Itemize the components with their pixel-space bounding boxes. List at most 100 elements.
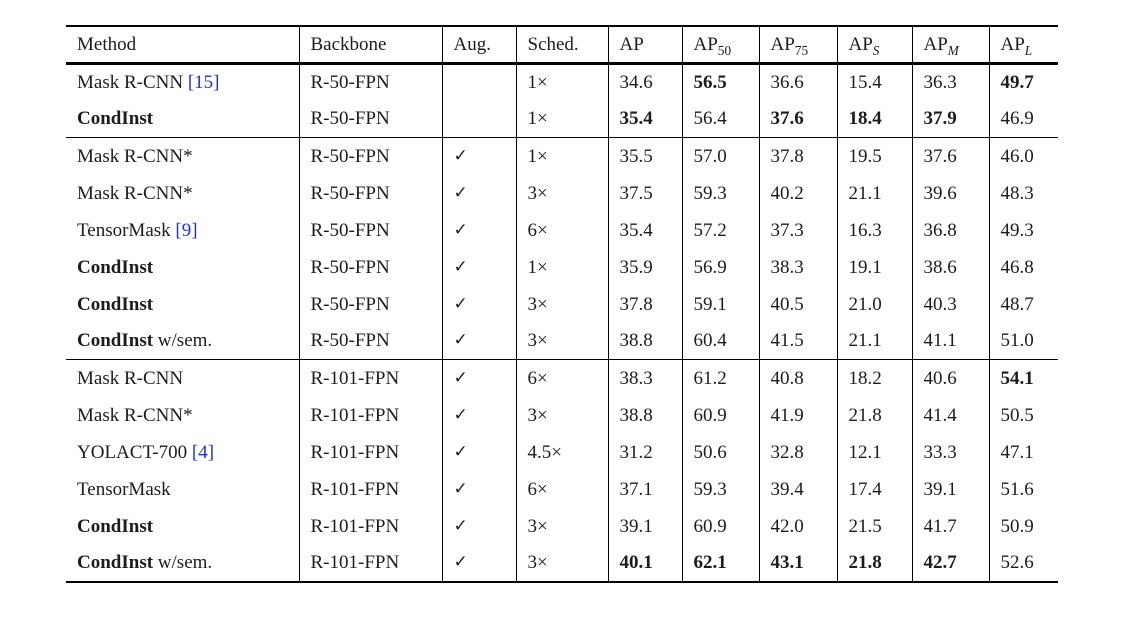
backbone-cell: R-50-FPN xyxy=(299,285,443,323)
value-cell: 38.3 xyxy=(759,248,838,286)
checkmark-icon: ✓ xyxy=(442,433,517,471)
table-row: Mask R-CNN [15] R-50-FPN 1× 34.6 56.5 36.6 15.… xyxy=(66,63,1058,101)
value-cell: 32.8 xyxy=(759,433,838,471)
method-cell: Mask R-CNN* xyxy=(66,174,300,212)
sched-cell: 3× xyxy=(516,174,609,212)
sched-cell: 1× xyxy=(516,100,609,138)
header-subscript: S xyxy=(872,42,880,58)
column-header-sched: Sched. xyxy=(516,26,609,64)
value-cell: 21.5 xyxy=(837,507,913,545)
value-cell: 40.3 xyxy=(912,285,990,323)
value-cell: 49.7 xyxy=(1000,72,1034,94)
backbone-cell: R-50-FPN xyxy=(299,322,443,360)
table-row: TensorMask R-101-FPN ✓ 6× 37.1 59.3 39.4 17.4 39… xyxy=(66,470,1058,508)
results-table: Method Backbone Aug. Sched. AP AP50 AP75 APS APM… xyxy=(66,25,1058,583)
backbone-cell: R-50-FPN xyxy=(299,174,443,212)
sched-cell: 3× xyxy=(516,396,609,434)
value-cell: 33.3 xyxy=(912,433,990,471)
table-row: CondInst R-101-FPN ✓ 3× 39.1 60.9 42.0 21.5 41.7… xyxy=(66,507,1058,545)
method-name: TensorMask xyxy=(77,478,171,500)
column-header-ap: AP xyxy=(608,26,683,64)
value-cell: 35.5 xyxy=(608,137,683,175)
sched-cell: 6× xyxy=(516,359,609,397)
value-cell: 37.8 xyxy=(608,285,683,323)
table-header: Method Backbone Aug. Sched. AP AP50 AP75 APS APM… xyxy=(66,26,1058,64)
method-name: Mask R-CNN* xyxy=(77,404,193,426)
checkmark-icon: ✓ xyxy=(442,470,517,508)
checkmark-icon: ✓ xyxy=(442,285,517,323)
value-cell: 35.4 xyxy=(608,211,683,249)
value-cell: 57.2 xyxy=(682,211,760,249)
header-subscript: M xyxy=(947,42,959,58)
sched-cell: 4.5× xyxy=(516,433,609,471)
value-cell: 43.1 xyxy=(759,544,838,582)
sched-cell: 1× xyxy=(516,137,609,175)
value-cell: 46.8 xyxy=(1000,256,1034,278)
value-cell: 60.4 xyxy=(682,322,760,360)
value-cell: 39.1 xyxy=(912,470,990,508)
value-cell: 42.7 xyxy=(912,544,990,582)
backbone-cell: R-50-FPN xyxy=(299,100,443,138)
value-cell: 37.8 xyxy=(759,137,838,175)
table-row: Mask R-CNN* R-50-FPN ✓ 3× 37.5 59.3 40.2 21.1 39… xyxy=(66,174,1058,212)
table-row: Mask R-CNN R-101-FPN ✓ 6× 38.3 61.2 40.8 18.2 40… xyxy=(66,359,1058,397)
value-cell: 48.3 xyxy=(1000,182,1034,204)
value-cell: 38.8 xyxy=(608,396,683,434)
checkmark-icon: ✓ xyxy=(442,248,517,286)
value-cell: 35.4 xyxy=(608,100,683,138)
header-subscript: 75 xyxy=(794,42,809,58)
citation-link[interactable]: [15] xyxy=(183,72,220,94)
value-cell: 40.1 xyxy=(608,544,683,582)
method-name: CondInst xyxy=(77,108,154,130)
sched-cell: 3× xyxy=(516,544,609,582)
value-cell: 21.1 xyxy=(837,322,913,360)
value-cell: 38.6 xyxy=(912,248,990,286)
method-cell: CondInst w/sem. xyxy=(66,322,300,360)
value-cell: 46.9 xyxy=(1000,108,1034,130)
sched-cell: 1× xyxy=(516,63,609,101)
backbone-cell: R-50-FPN xyxy=(299,248,443,286)
value-cell: 39.4 xyxy=(759,470,838,508)
checkmark-icon: ✓ xyxy=(442,322,517,360)
value-cell: 56.4 xyxy=(682,100,760,138)
value-cell: 41.1 xyxy=(912,322,990,360)
value-cell: 50.6 xyxy=(682,433,760,471)
value-cell: 36.6 xyxy=(759,63,838,101)
value-cell: 40.6 xyxy=(912,359,990,397)
column-header-backbone: Backbone xyxy=(299,26,443,64)
checkmark-icon: ✓ xyxy=(442,174,517,212)
value-cell: 41.7 xyxy=(912,507,990,545)
method-cell: YOLACT-700 [4] xyxy=(66,433,300,471)
column-header-aug: Aug. xyxy=(442,26,517,64)
method-name: Mask R-CNN* xyxy=(77,145,193,167)
aug-cell-empty xyxy=(442,100,517,138)
table-row: YOLACT-700 [4] R-101-FPN ✓ 4.5× 31.2 50.6 32.8… xyxy=(66,433,1058,471)
value-cell: 18.4 xyxy=(837,100,913,138)
value-cell: 40.2 xyxy=(759,174,838,212)
value-cell: 19.5 xyxy=(837,137,913,175)
table-row: CondInst R-50-FPN ✓ 3× 37.8 59.1 40.5 21.0 40.3 4… xyxy=(66,285,1058,323)
value-cell: 17.4 xyxy=(837,470,913,508)
method-name: Mask R-CNN* xyxy=(77,182,193,204)
citation-link[interactable]: [4] xyxy=(187,441,215,463)
header-row: Method Backbone Aug. Sched. AP AP50 AP75 APS APM… xyxy=(66,26,1058,64)
value-cell: 46.0 xyxy=(1000,145,1034,167)
value-cell: 40.5 xyxy=(759,285,838,323)
value-cell: 37.5 xyxy=(608,174,683,212)
table-row: CondInst R-50-FPN 1× 35.4 56.4 37.6 18.4 37.9 46… xyxy=(66,100,1058,138)
method-suffix: w/sem. xyxy=(153,552,213,573)
sched-cell: 6× xyxy=(516,470,609,508)
method-name: Mask R-CNN xyxy=(77,367,184,389)
method-cell: TensorMask [9] xyxy=(66,211,300,249)
column-header-apl: APL xyxy=(1000,34,1033,58)
table-row: Mask R-CNN* R-50-FPN ✓ 1× 35.5 57.0 37.8 19.5 37… xyxy=(66,137,1058,175)
column-header-method: Method xyxy=(66,26,300,64)
value-cell: 48.7 xyxy=(1000,293,1034,315)
value-cell: 37.1 xyxy=(608,470,683,508)
citation-link[interactable]: [9] xyxy=(170,219,198,241)
backbone-cell: R-101-FPN xyxy=(299,544,443,582)
value-cell: 49.3 xyxy=(1000,219,1034,241)
value-cell: 38.3 xyxy=(608,359,683,397)
value-cell: 18.2 xyxy=(837,359,913,397)
method-cell: Mask R-CNN [15] xyxy=(66,63,300,101)
